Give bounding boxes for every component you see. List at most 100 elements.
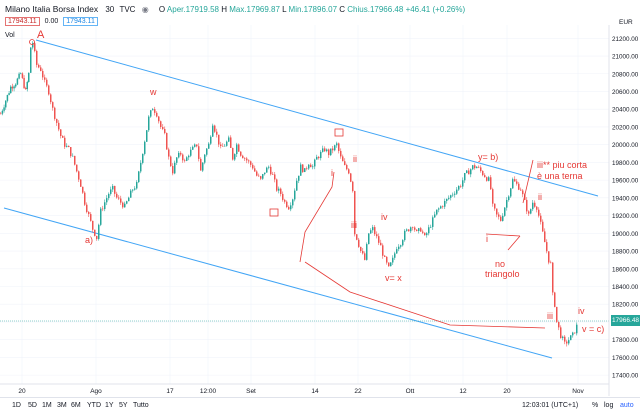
candle-body	[26, 81, 28, 90]
candle-body	[576, 324, 578, 334]
candle-body	[382, 245, 384, 256]
wave-label[interactable]: A	[37, 29, 45, 41]
price-tick-label: 20600.00	[612, 89, 639, 96]
wave-label[interactable]: no	[495, 259, 505, 269]
range-all[interactable]: Tutto	[133, 402, 149, 409]
candle-body	[38, 64, 40, 68]
clock-time[interactable]: 12:03:01 (UTC+1)	[522, 402, 579, 409]
eye-icon[interactable]: ◉	[141, 5, 149, 14]
range-3m[interactable]: 3M	[57, 402, 67, 409]
open-label: O	[158, 5, 166, 14]
log-toggle[interactable]: log	[604, 402, 614, 409]
wave-label[interactable]: v= x	[385, 273, 402, 283]
candle-body	[120, 198, 122, 203]
price-tick-label: 17800.00	[612, 337, 639, 344]
wave-label[interactable]: ii	[538, 192, 542, 202]
candle-body	[326, 149, 328, 152]
range-5y[interactable]: 5Y	[119, 402, 128, 409]
candle-body	[286, 201, 288, 208]
candle-body	[272, 174, 274, 175]
ask-box[interactable]: 17943.11	[63, 17, 98, 26]
candle-body	[58, 122, 60, 130]
candle-body	[11, 86, 14, 89]
candle-body	[384, 255, 386, 257]
candle-body	[36, 50, 38, 65]
candle-body	[468, 170, 470, 175]
candle-body	[428, 227, 430, 234]
interval-label[interactable]: 30	[105, 5, 115, 14]
drawings[interactable]	[29, 39, 546, 329]
candle-body	[176, 157, 178, 163]
wave-label[interactable]: triangolo	[485, 269, 520, 279]
range-1m[interactable]: 1M	[42, 402, 52, 409]
candle-body	[132, 189, 134, 191]
candle-body	[34, 43, 36, 51]
wave-label[interactable]: i	[331, 168, 333, 178]
candle-body	[404, 230, 406, 241]
candle-body	[456, 189, 458, 194]
candle-body	[390, 262, 392, 267]
candle-body	[198, 146, 200, 159]
candle-body	[152, 109, 154, 111]
percent-toggle[interactable]: %	[592, 402, 599, 409]
price-tick-label: 17600.00	[612, 355, 639, 362]
candle-body	[250, 161, 252, 165]
wave-label[interactable]: y= b)	[478, 152, 498, 162]
range-6m[interactable]: 6M	[71, 402, 81, 409]
candle-body	[446, 198, 448, 201]
candle-body	[32, 43, 34, 48]
candle-body	[410, 227, 412, 232]
range-1d[interactable]: 1D	[12, 402, 21, 409]
wave-label[interactable]: ii	[353, 154, 357, 164]
wave-label[interactable]: i	[486, 234, 488, 244]
wave-label[interactable]: iii	[547, 311, 553, 321]
range-5d[interactable]: 5D	[28, 402, 37, 409]
symbol-title[interactable]: Milano Italia Borsa Index	[5, 4, 99, 14]
candle-body	[378, 236, 380, 243]
wave-label[interactable]: iv	[381, 212, 388, 222]
candle-body	[482, 170, 484, 176]
candle-body	[288, 207, 290, 210]
candle-body	[192, 146, 194, 150]
time-axis[interactable]: 20 Ago 17 12:00 Set 14 22 Ott 12 20 Nov	[0, 383, 609, 395]
bid-box[interactable]: 17943.11	[5, 17, 40, 26]
candle-body	[90, 214, 92, 221]
price-axis[interactable]: 21200.00 21000.00 20800.00 20600.00 20400.00…	[608, 25, 639, 396]
candle-body	[364, 253, 366, 260]
candle-body	[3, 107, 5, 111]
wave-label[interactable]: iii** piu corta	[537, 160, 587, 170]
wave-label[interactable]: iii	[351, 220, 357, 230]
wave-label[interactable]: è una terna	[537, 171, 583, 181]
range-1y[interactable]: 1Y	[105, 402, 114, 409]
candle-body	[210, 136, 212, 144]
channel-lower-line[interactable]	[3, 207, 553, 359]
candle-body	[544, 231, 546, 243]
candle-body	[568, 340, 570, 344]
wave-label[interactable]: iv	[578, 306, 585, 316]
time-tick-label: Set	[246, 388, 256, 395]
volume-label[interactable]: Vol	[5, 32, 15, 39]
wave-label[interactable]: a)	[85, 235, 93, 245]
candle-body	[352, 181, 354, 192]
candle-body	[8, 93, 10, 95]
auto-toggle[interactable]: auto	[620, 402, 634, 409]
chart-grid	[0, 25, 609, 384]
candle-body	[18, 73, 20, 79]
candle-body	[186, 157, 188, 161]
wave-label[interactable]: v = c)	[582, 324, 604, 334]
channel-upper-line[interactable]	[35, 39, 599, 197]
wave-label[interactable]: w	[149, 87, 157, 97]
candle-body	[454, 193, 456, 195]
candle-body	[444, 200, 446, 207]
range-ytd[interactable]: YTD	[87, 402, 101, 409]
candle-body	[386, 256, 388, 263]
candle-body	[23, 77, 25, 89]
candle-body	[270, 166, 272, 175]
candle-body	[344, 161, 346, 166]
low-value: Min.17896.07	[288, 5, 338, 14]
candle-body	[252, 164, 254, 169]
candle-body	[304, 168, 306, 173]
candle-body	[208, 143, 210, 149]
time-tick-label: Ago	[90, 388, 102, 395]
